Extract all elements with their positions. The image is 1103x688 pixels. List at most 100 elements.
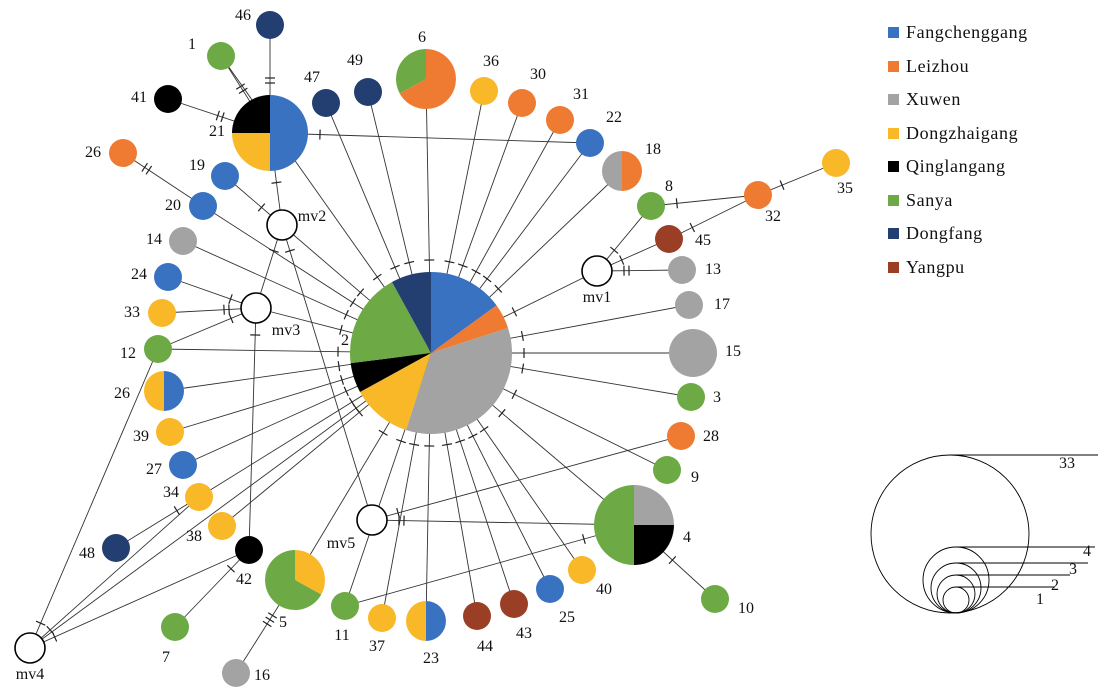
slice-leizhou <box>546 106 574 134</box>
mutation-mark <box>352 403 360 413</box>
haplotype-label: 42 <box>236 571 252 588</box>
slice-fangchenggang <box>164 371 184 411</box>
haplotype-label: 10 <box>738 600 754 617</box>
slice-qinglangang <box>634 525 674 565</box>
slice-fangchenggang <box>576 129 604 157</box>
slice-dongfang <box>102 534 130 562</box>
haplotype-h4 <box>594 485 674 565</box>
mutation-mark <box>257 203 266 212</box>
mutation-mark <box>238 87 248 95</box>
legend-swatch <box>888 60 899 72</box>
slice-fangchenggang <box>154 263 182 291</box>
slice-dongzhaigang <box>148 299 176 327</box>
haplotype-h19 <box>211 162 239 190</box>
haplotype-label: 20 <box>165 197 181 214</box>
slice-fangchenggang <box>211 162 239 190</box>
mutation-mark <box>471 268 481 275</box>
haplotype-h44 <box>463 602 491 630</box>
mutation-mark <box>520 330 524 342</box>
slice-qinglangang <box>350 353 431 393</box>
haplotype-mv5 <box>356 504 388 536</box>
link-mv3-h42 <box>248 307 261 551</box>
haplotype-label: 40 <box>596 581 612 598</box>
legend-item-dongfang: Dongfang <box>888 221 1088 255</box>
slice-sanya <box>331 592 359 620</box>
mutation-mark <box>145 165 153 175</box>
mutation-mark <box>356 288 365 297</box>
haplotype-label: 9 <box>691 469 699 486</box>
haplotype-h42 <box>235 536 263 564</box>
slice-sanya <box>144 335 172 363</box>
mutation-mark <box>35 620 46 626</box>
scale-label: 33 <box>1059 455 1075 472</box>
haplotype-label: 14 <box>146 231 162 248</box>
haplotype-h8 <box>637 192 665 220</box>
link-mv2-mv5 <box>281 224 373 521</box>
slice-sanya <box>594 485 634 565</box>
slice-xuwen <box>669 329 717 377</box>
haplotype-h31 <box>546 106 574 134</box>
median-vector-node <box>356 504 388 536</box>
slice-dongzhaigang <box>822 149 850 177</box>
link-h26a-h20 <box>122 152 204 207</box>
mutation-mark <box>228 304 230 315</box>
haplotype-nodes <box>14 11 850 687</box>
haplotype-label: 27 <box>146 461 162 478</box>
mutation-mark <box>479 425 489 433</box>
mutation-mark <box>339 324 343 335</box>
haplotype-label: 12 <box>120 345 136 362</box>
haplotype-label: 36 <box>483 53 499 70</box>
haplotype-h18 <box>602 151 642 191</box>
slice-fangchenggang <box>169 451 197 479</box>
haplotype-h47 <box>312 89 340 117</box>
slice-xuwen <box>602 151 622 191</box>
haplotype-label: 3 <box>713 389 721 406</box>
mutation-mark <box>610 246 619 254</box>
mutation-mark <box>779 180 785 190</box>
mutation-mark <box>521 363 525 374</box>
slice-sanya <box>350 282 431 364</box>
haplotype-label: 41 <box>131 89 147 106</box>
slice-dongzhaigang <box>144 371 164 411</box>
haplotype-h38 <box>208 512 236 540</box>
haplotype-label: 30 <box>530 66 546 83</box>
haplotype-h23 <box>406 601 446 641</box>
mutation-mark <box>228 313 234 324</box>
haplotype-h5 <box>265 550 326 610</box>
slice-leizhou <box>109 139 137 167</box>
haplotype-label: 37 <box>369 638 385 655</box>
haplotype-h6 <box>395 49 457 109</box>
haplotype-label: 6 <box>418 29 426 46</box>
legend-label: Fangchenggang <box>906 22 1028 42</box>
haplotype-label: 31 <box>573 86 589 103</box>
haplotype-label: 26 <box>114 385 130 402</box>
legend-item-dongzhaigang: Dongzhaigang <box>888 121 1088 155</box>
link-mv4-h12 <box>29 348 159 649</box>
link-mv3-h12 <box>157 307 257 350</box>
mutation-mark <box>511 389 518 400</box>
scale-label: 1 <box>1036 591 1044 608</box>
slice-dongzhaigang <box>406 601 426 641</box>
slice-dongfang <box>354 78 382 106</box>
slice-dongfang <box>391 272 431 353</box>
haplotype-h20 <box>189 192 217 220</box>
scale-circle-1: 1 <box>942 586 1055 614</box>
link-h45-h32 <box>668 194 759 240</box>
haplotype-h21 <box>232 95 308 171</box>
haplotype-mv3 <box>240 292 272 324</box>
haplotype-label: 48 <box>79 545 95 562</box>
link-h34-h48 <box>115 496 200 549</box>
haplotype-h26b <box>144 371 184 411</box>
slice-dongzhaigang <box>470 77 498 105</box>
mutation-mark <box>498 408 506 418</box>
haplotype-h1 <box>207 42 235 70</box>
haplotype-h39 <box>156 418 184 446</box>
slice-leizhou <box>622 151 642 191</box>
haplotype-label: 17 <box>714 296 730 313</box>
haplotype-label: 21 <box>209 123 225 140</box>
link-mv4-h42 <box>29 549 250 649</box>
haplotype-h26a <box>109 139 137 167</box>
slice-xuwen <box>634 485 674 525</box>
